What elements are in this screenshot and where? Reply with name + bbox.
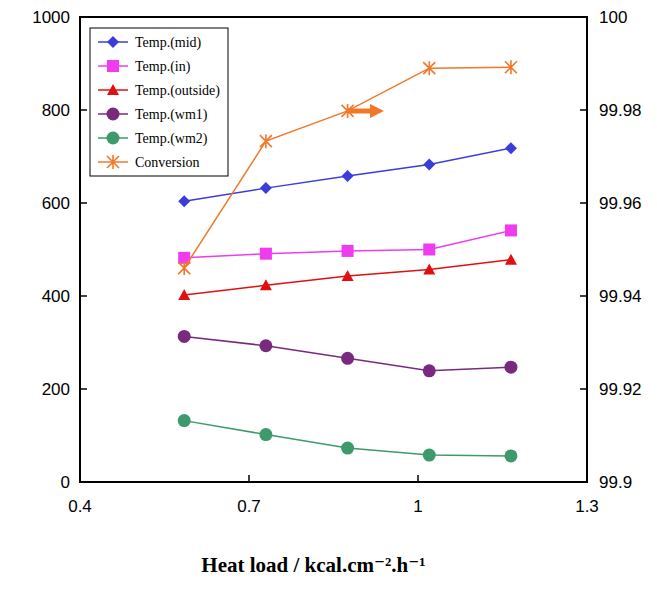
data-point <box>260 248 272 260</box>
data-point <box>178 330 191 343</box>
x-tick <box>248 475 250 482</box>
x-tick-label: 1 <box>413 497 422 516</box>
data-point <box>341 352 354 365</box>
y-tick-label: 400 <box>42 287 70 306</box>
chart: 0.4 0.7 1 1.3 0 200 400 600 800 1000 99.9 99.92 99.9… <box>0 0 657 592</box>
data-point <box>505 254 517 265</box>
data-point <box>423 263 435 274</box>
series-line <box>184 260 511 295</box>
data-point <box>259 339 272 352</box>
axis-arrow <box>348 109 372 114</box>
series-line <box>184 230 511 257</box>
data-point <box>178 289 190 300</box>
data-point <box>423 364 436 377</box>
y2-tick-label: 100 <box>599 8 627 27</box>
legend-box <box>90 28 228 176</box>
data-point <box>341 442 354 455</box>
x-tick <box>417 475 419 482</box>
data-point <box>342 170 354 182</box>
data-point <box>505 142 517 154</box>
data-point <box>423 158 435 170</box>
data-point <box>259 428 272 441</box>
data-point <box>505 224 517 236</box>
y-tick <box>80 109 87 111</box>
y-tick-label: 600 <box>42 194 70 213</box>
series-line <box>184 67 511 268</box>
x-tick-label: 1.3 <box>575 497 599 516</box>
x-tick-label: 0.7 <box>237 497 261 516</box>
y2-tick-label: 99.96 <box>599 194 642 213</box>
data-point <box>178 195 190 207</box>
legend-label: Temp.(in) <box>135 59 191 75</box>
legend-label: Temp.(wm2) <box>135 131 208 147</box>
y-tick-label: 0 <box>61 473 70 492</box>
y2-tick <box>580 295 587 297</box>
plot-frame <box>80 17 587 482</box>
data-point <box>342 270 354 281</box>
legend-label: Temp.(wm1) <box>135 107 208 123</box>
data-point <box>423 449 436 462</box>
y-tick-label: 200 <box>42 380 70 399</box>
data-point <box>423 244 435 256</box>
y2-tick-label: 99.98 <box>599 101 642 120</box>
x-tick-label: 0.4 <box>68 497 92 516</box>
data-point <box>504 449 517 462</box>
y2-tick <box>580 109 587 111</box>
y-tick-label: 1000 <box>32 8 70 27</box>
legend-marker <box>107 84 119 95</box>
legend-marker <box>107 108 120 121</box>
y-tick-label: 800 <box>42 101 70 120</box>
legend-label: Conversion <box>135 155 200 170</box>
y-tick <box>80 388 87 390</box>
y2-tick <box>580 202 587 204</box>
data-point <box>342 245 354 257</box>
legend-marker <box>107 60 119 72</box>
data-point <box>260 134 272 148</box>
axis-arrow-head <box>370 104 384 118</box>
x-axis-label: Heat load / kcal.cm⁻².h⁻¹ <box>201 553 425 577</box>
y2-tick-label: 99.92 <box>599 380 642 399</box>
data-point <box>260 182 272 194</box>
y2-tick-label: 99.94 <box>599 287 642 306</box>
plot-area <box>178 60 518 462</box>
legend-marker <box>107 36 119 48</box>
y-tick <box>80 202 87 204</box>
data-point <box>178 261 190 275</box>
legend-marker <box>107 132 120 145</box>
data-point <box>423 61 435 75</box>
data-point <box>505 60 517 74</box>
data-point <box>178 414 191 427</box>
data-point <box>504 361 517 374</box>
y2-tick-label: 99.9 <box>599 473 632 492</box>
y2-tick <box>580 388 587 390</box>
data-point <box>260 279 272 290</box>
legend-marker <box>107 155 119 169</box>
y-tick <box>80 295 87 297</box>
series-line <box>184 336 511 370</box>
legend-label: Temp.(outside) <box>135 83 220 99</box>
legend: Temp.(mid) Temp.(in) Temp.(outside) Temp.(w… <box>90 28 228 176</box>
background <box>0 0 657 592</box>
legend-label: Temp.(mid) <box>135 35 202 51</box>
series-line <box>184 421 511 456</box>
